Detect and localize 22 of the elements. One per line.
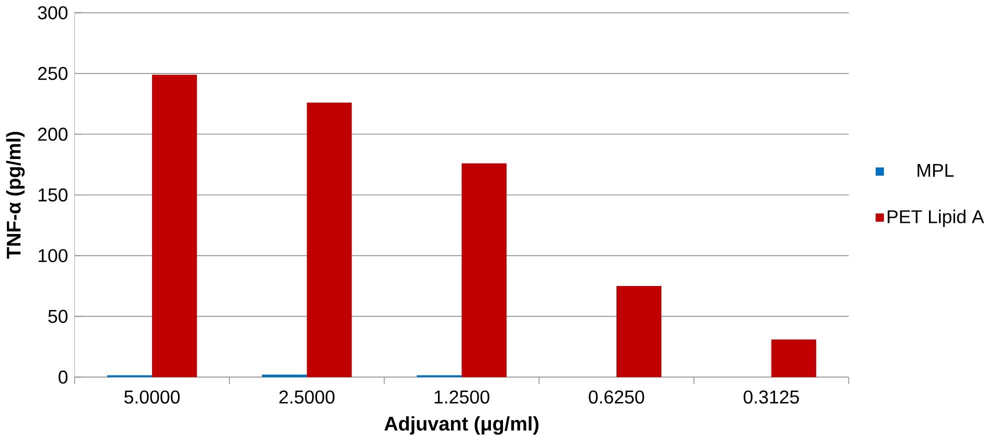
x-tick-label: 0.6250: [588, 390, 644, 404]
x-tick-label: 2.5000: [279, 390, 334, 404]
bar: [306, 102, 352, 378]
y-tick-label: 50: [48, 310, 68, 324]
bar: [771, 340, 816, 378]
y-tick-label: 0: [58, 370, 68, 384]
x-tick-label: 5.0000: [124, 390, 180, 404]
x-axis-title: Adjuvant (μg/ml): [384, 416, 538, 435]
y-tick-label: 150: [38, 188, 68, 202]
x-tick-label: 1.2500: [434, 390, 490, 404]
y-tick-label: 250: [38, 66, 68, 80]
y-axis-title: TNF-α (pg/ml): [6, 132, 25, 259]
legend-label: MPL: [918, 164, 954, 177]
y-tick-label: 200: [38, 128, 68, 141]
bar: [616, 286, 662, 378]
bar: [262, 374, 307, 378]
legend-label: PET Lipid A: [888, 210, 984, 228]
x-tick-label: 0.3125: [744, 390, 799, 404]
y-tick-label: 100: [38, 249, 68, 262]
y-tick-label: 300: [38, 6, 68, 20]
bar: [152, 74, 197, 378]
bar: [462, 163, 507, 378]
